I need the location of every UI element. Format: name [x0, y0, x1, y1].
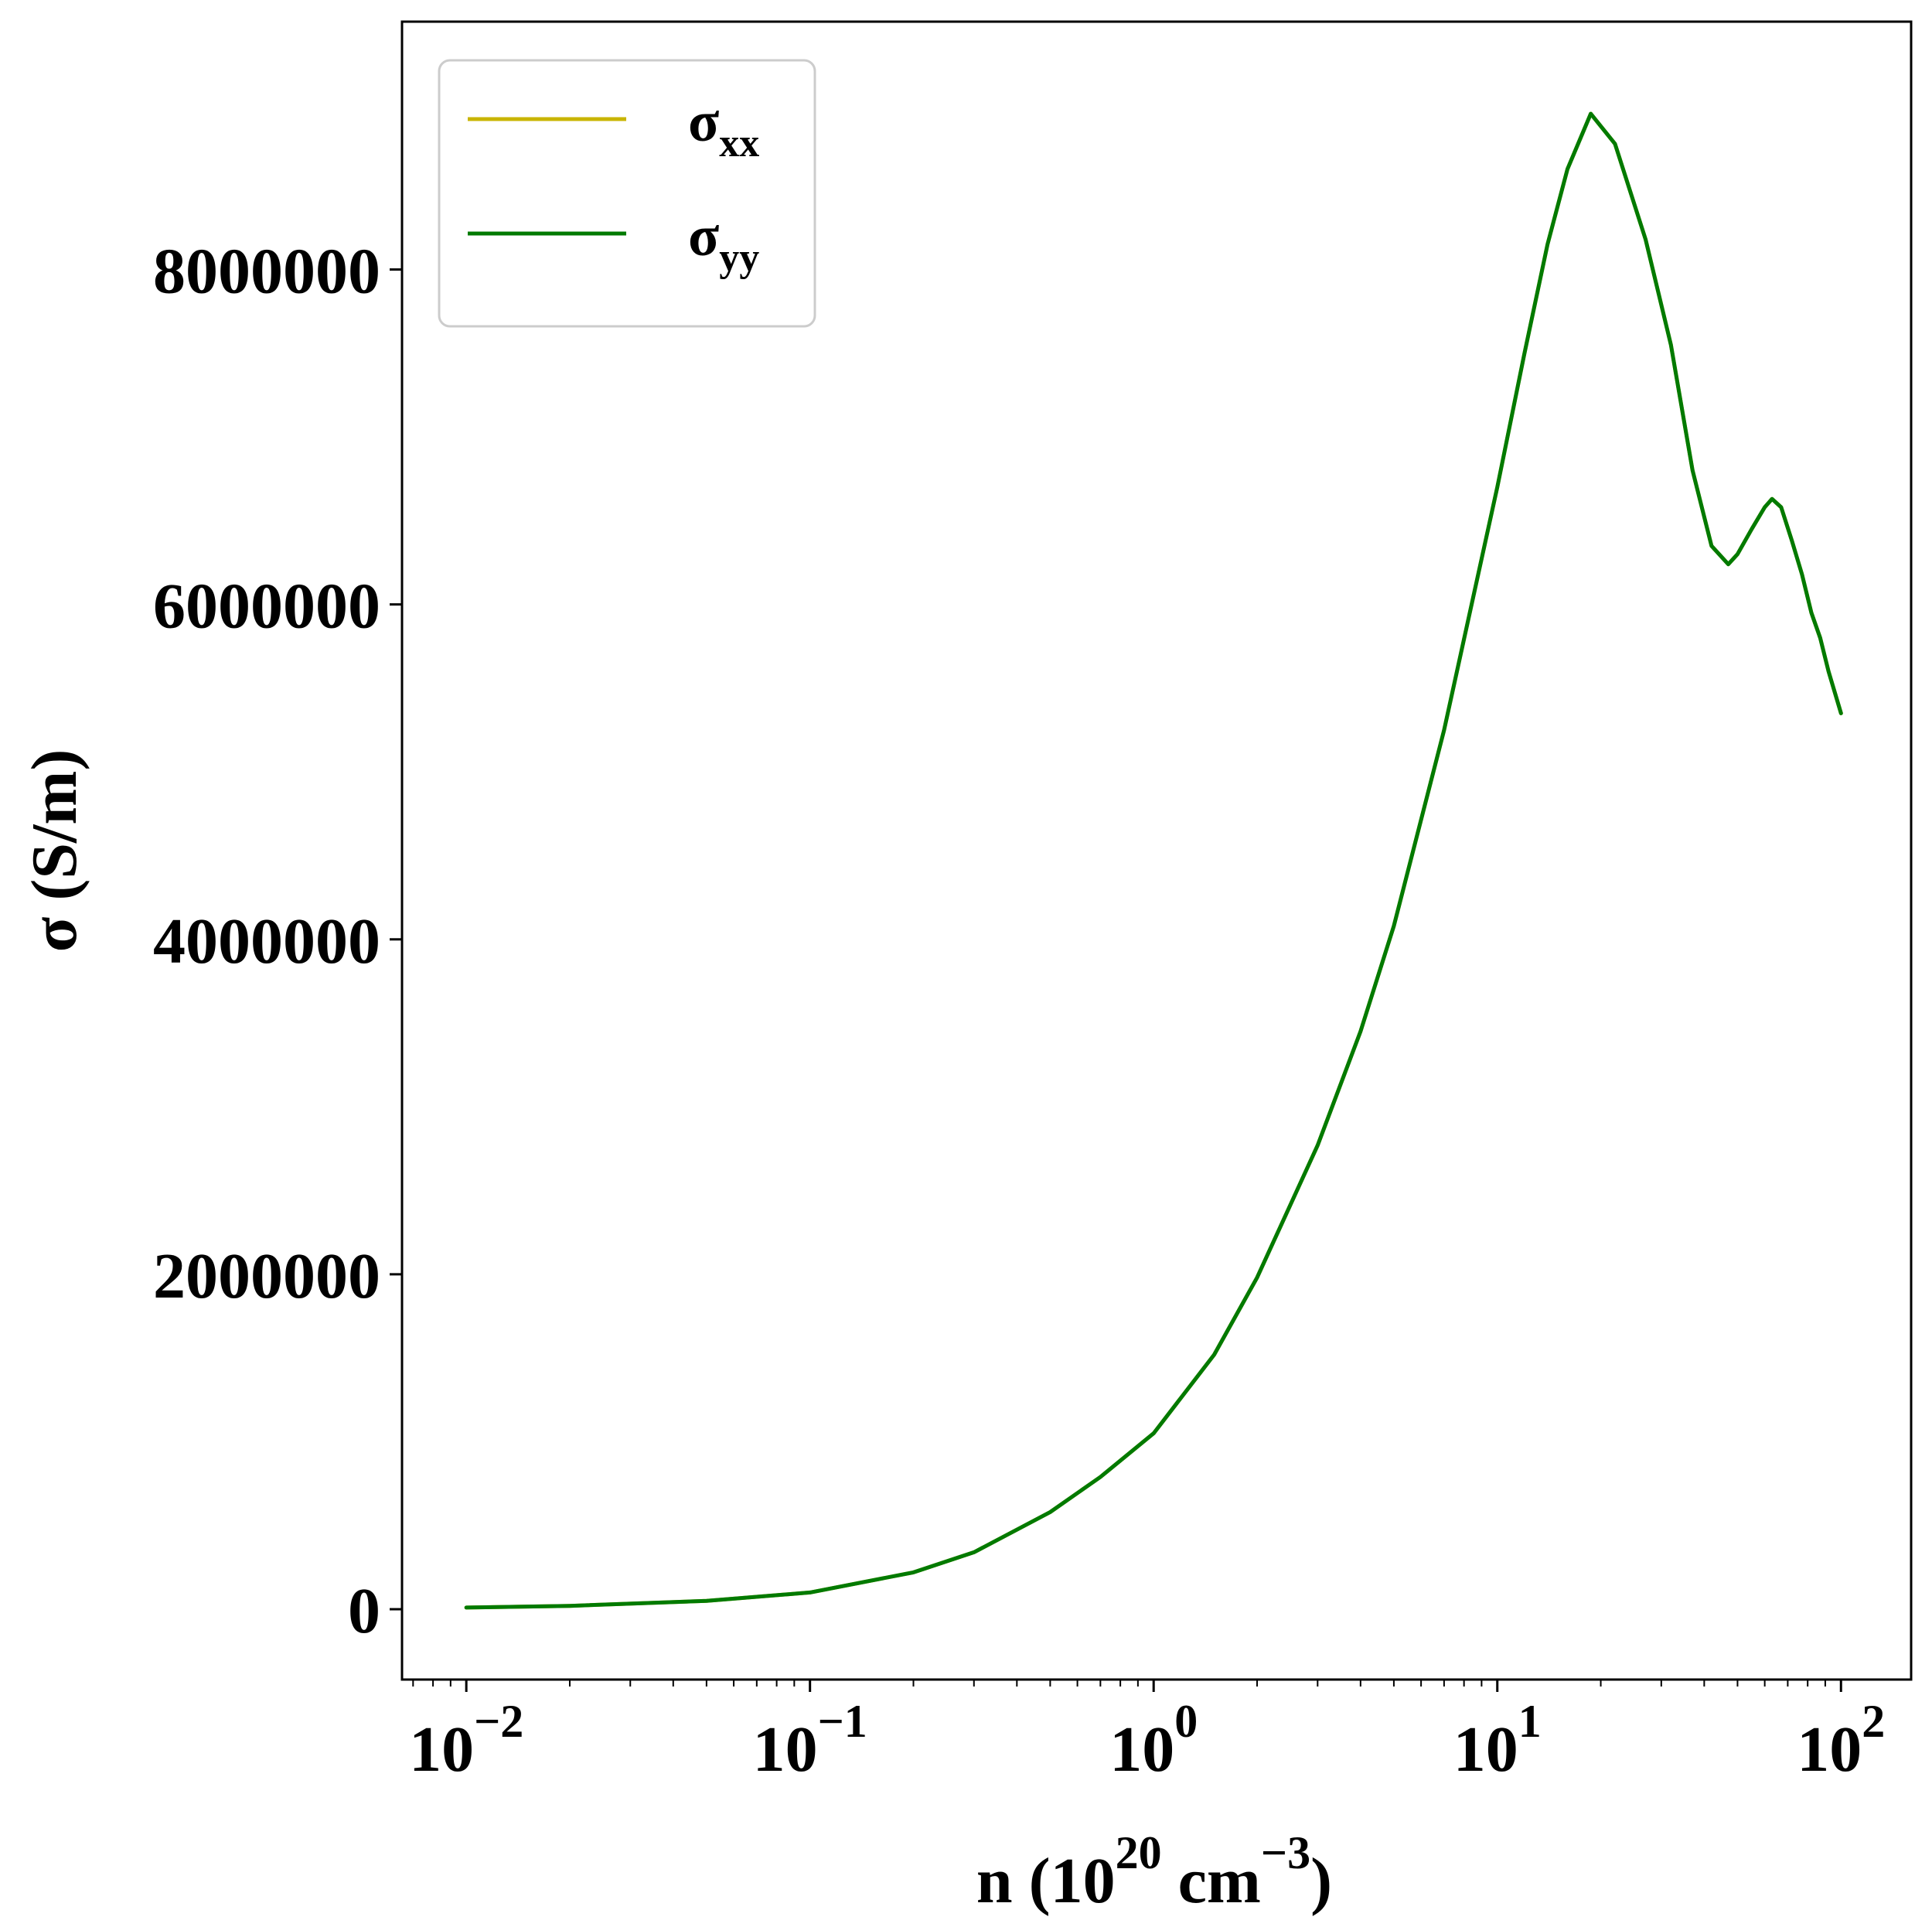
legend-label-sigma-yy: σyy — [688, 205, 759, 280]
x-axis-label-unit: cm — [1162, 1845, 1261, 1917]
series-line-sigma-yy — [464, 111, 1843, 1610]
legend-label-sigma-yy-subscript: yy — [719, 236, 759, 280]
x-axis-label-exponent-minus3: −3 — [1261, 1827, 1310, 1878]
legend-label-sigma-xx-subscript: xx — [719, 121, 759, 165]
y-tick-label-2: 4000000 — [153, 906, 380, 977]
x-axis-label-exponent-20: 20 — [1116, 1827, 1162, 1878]
series-line-sigma-xx — [464, 111, 1843, 1610]
y-tick-label-1: 2000000 — [153, 1240, 380, 1312]
y-axis-ticks: 0 2000000 4000000 6000000 8000000 — [153, 236, 402, 1647]
x-tick-label-2: 100 — [1109, 1696, 1198, 1785]
x-tick-label-0: 10−2 — [409, 1696, 523, 1785]
plot-frame — [400, 20, 1913, 1681]
series-layer — [464, 111, 1843, 1610]
x-axis-ticks: 10−2 10−1 100 101 102 — [409, 1680, 1885, 1785]
y-axis-label: σ (S/m) — [19, 749, 90, 953]
x-tick-label-1: 10−1 — [753, 1696, 867, 1785]
x-tick-label-3: 101 — [1453, 1696, 1542, 1785]
legend: σxx σyy — [438, 59, 816, 328]
legend-label-sigma-xx-symbol: σ — [688, 90, 719, 154]
legend-frame — [438, 59, 816, 328]
x-axis-label-close: ) — [1310, 1845, 1332, 1917]
x-tick-label-4: 102 — [1797, 1696, 1885, 1785]
y-tick-label-4: 8000000 — [153, 236, 380, 308]
legend-label-sigma-xx: σxx — [688, 90, 759, 165]
legend-label-sigma-yy-symbol: σ — [688, 205, 719, 268]
y-tick-label-3: 6000000 — [153, 571, 380, 643]
x-axis-label: n (1020 cm−3) — [976, 1827, 1332, 1917]
y-tick-label-0: 0 — [348, 1575, 380, 1647]
x-axis-label-base: n (10 — [976, 1845, 1116, 1917]
